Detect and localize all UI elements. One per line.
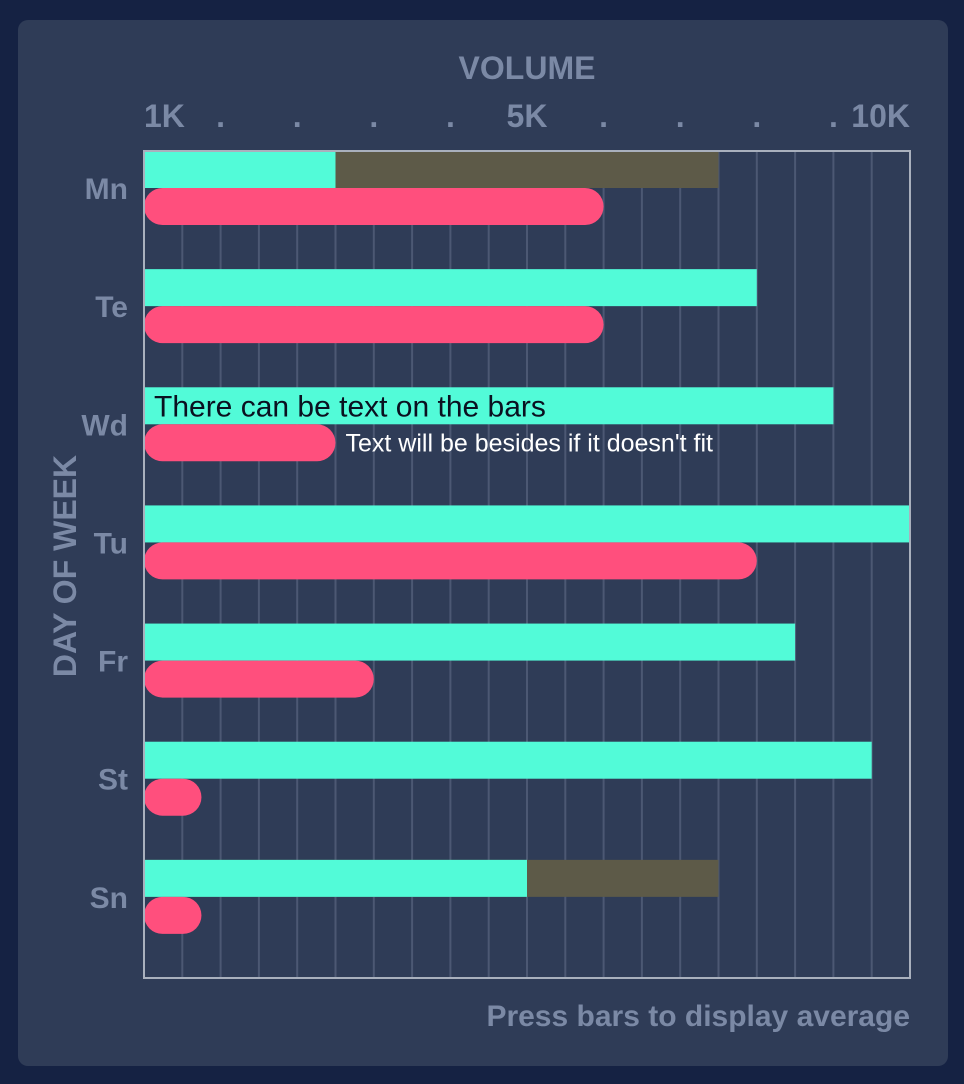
y-category-label: Fr xyxy=(98,646,128,679)
y-category-label: St xyxy=(98,764,128,797)
x-tick-label: . xyxy=(446,98,455,134)
volume-bar[interactable] xyxy=(144,151,336,188)
volume-bar[interactable] xyxy=(144,741,872,779)
x-tick-label: . xyxy=(369,98,378,134)
x-tick-label: . xyxy=(829,98,838,134)
x-tick-label: 1K xyxy=(144,98,185,134)
pill-bar[interactable] xyxy=(144,778,202,816)
x-axis-title: VOLUME xyxy=(459,50,596,86)
y-category-label: Sn xyxy=(90,882,128,915)
volume-bar[interactable] xyxy=(144,859,527,897)
pill-bar[interactable] xyxy=(144,660,374,698)
footer-hint: Press bars to display average xyxy=(486,1000,910,1033)
y-axis-title: DAY OF WEEK xyxy=(47,455,83,677)
y-category-label: Te xyxy=(95,291,128,324)
pill-bar[interactable] xyxy=(144,306,604,344)
y-category-label: Tu xyxy=(94,527,128,560)
bar-annotation: Text will be besides if it doesn't fit xyxy=(346,429,713,457)
pill-bar[interactable] xyxy=(144,542,757,580)
plot-frame xyxy=(143,150,911,979)
x-tick-label: . xyxy=(216,98,225,134)
x-tick-label: 5K xyxy=(507,98,548,134)
x-tick-label: . xyxy=(676,98,685,134)
pill-bar[interactable] xyxy=(144,188,604,225)
y-category-label: Wd xyxy=(81,409,128,442)
x-tick-label: . xyxy=(599,98,608,134)
x-tick-label: 10K xyxy=(851,98,910,134)
y-category-label: Mn xyxy=(85,173,128,206)
pill-bar[interactable] xyxy=(144,424,336,462)
x-tick-label: . xyxy=(752,98,761,134)
bar-annotation: There can be text on the bars xyxy=(154,390,546,423)
volume-bar[interactable] xyxy=(144,623,796,661)
pill-bar[interactable] xyxy=(144,896,202,934)
volume-bar[interactable] xyxy=(144,505,910,543)
x-tick-label: . xyxy=(293,98,302,134)
volume-bar[interactable] xyxy=(144,269,757,307)
volume-bar[interactable] xyxy=(144,387,834,425)
